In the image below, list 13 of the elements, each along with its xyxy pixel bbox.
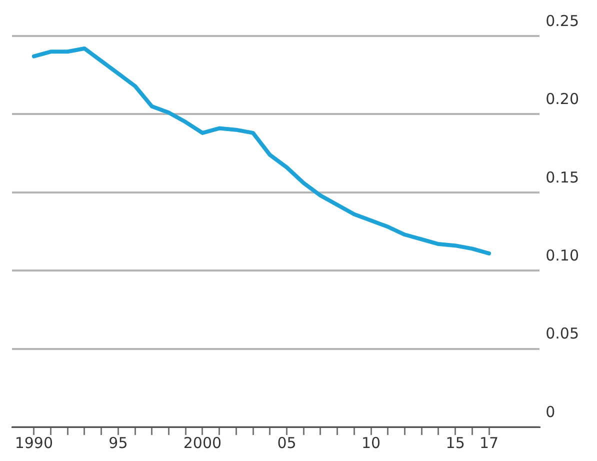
y-tick-label: 0.10 xyxy=(546,246,580,264)
x-tick-label: 15 xyxy=(446,434,465,452)
y-tick-label: 0.15 xyxy=(546,168,580,186)
x-tick-label: 17 xyxy=(479,434,499,452)
x-tick-label: 1990 xyxy=(14,434,54,452)
y-tick-label: 0 xyxy=(546,402,556,421)
y-tick-label: 0.20 xyxy=(546,90,580,108)
y-tick-label: 0.05 xyxy=(546,324,580,343)
x-tick-label: 2000 xyxy=(183,434,222,452)
y-tick-label: 0.25 xyxy=(546,12,580,30)
x-tick-label: 05 xyxy=(277,434,296,452)
x-tick-label: 10 xyxy=(361,434,381,452)
x-tick-label: 95 xyxy=(108,434,128,452)
